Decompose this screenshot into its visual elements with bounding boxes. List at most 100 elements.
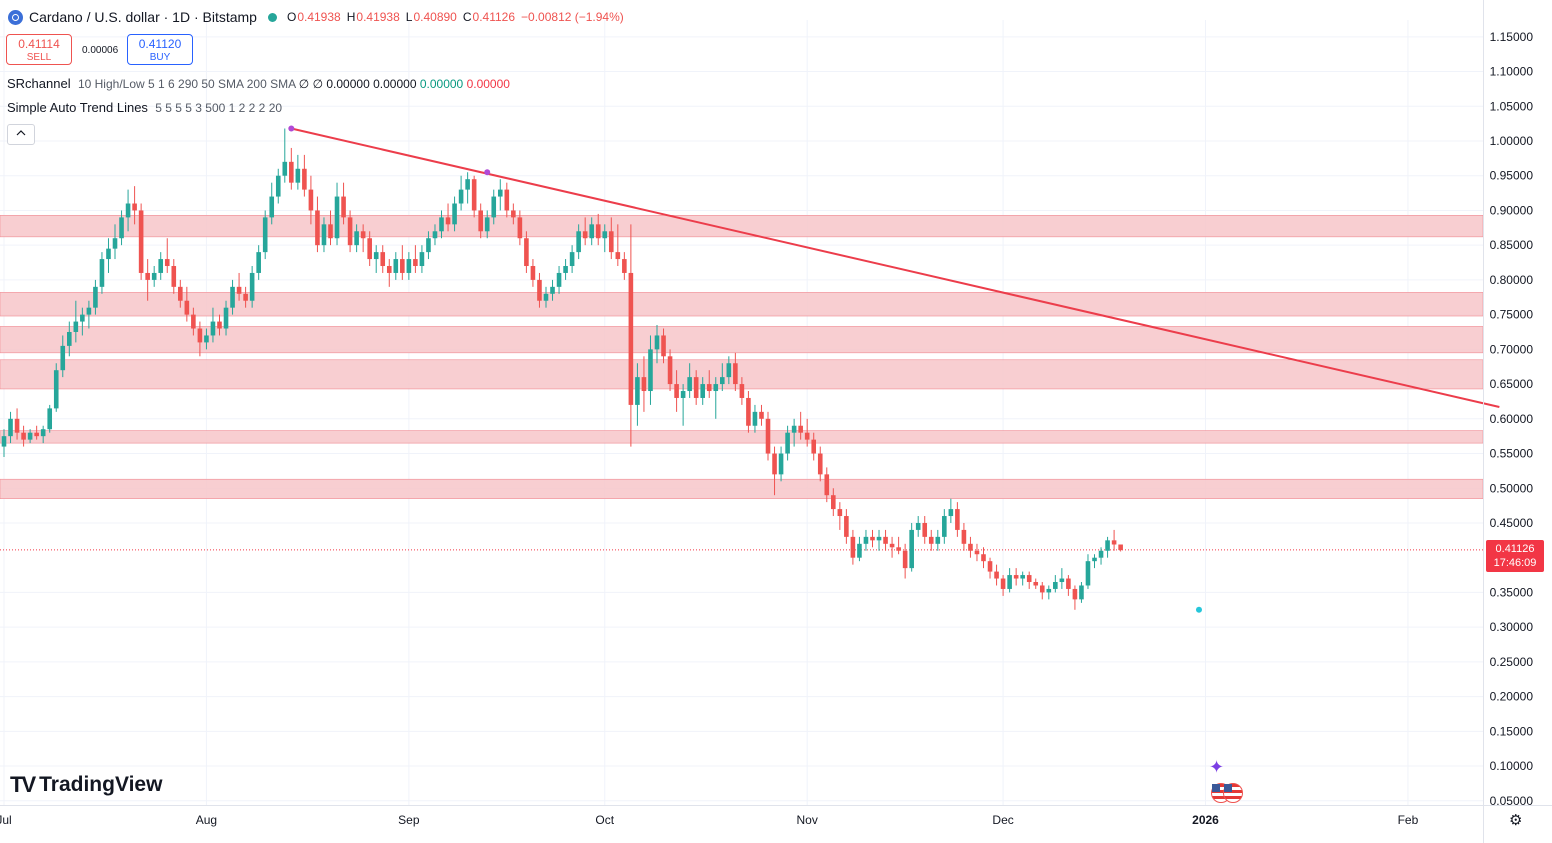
candle[interactable] [1105,536,1110,558]
candle[interactable] [641,356,647,412]
candle[interactable] [406,252,412,280]
candle[interactable] [393,252,399,280]
candle[interactable] [99,252,105,294]
candle[interactable] [138,203,144,280]
candle[interactable] [1039,582,1045,600]
candle[interactable] [1098,547,1104,565]
candle[interactable] [811,432,817,461]
time-axis[interactable]: Jul Aug Sep Oct Nov Dec 2026 Feb [0,805,1552,828]
candle[interactable] [1013,568,1019,586]
candle[interactable] [289,147,294,190]
candle[interactable] [484,210,490,239]
candle[interactable] [798,411,803,440]
candle[interactable] [968,536,973,558]
candle[interactable] [354,224,359,253]
candle[interactable] [14,408,20,440]
candle[interactable] [1053,575,1058,593]
collapse-legend-button[interactable] [7,124,35,145]
candle[interactable] [426,231,431,260]
candle[interactable] [151,266,157,287]
candle[interactable] [863,529,869,551]
candle[interactable] [569,245,575,273]
candle[interactable] [961,522,967,551]
candle[interactable] [1026,571,1032,589]
candle[interactable] [452,196,457,232]
candle[interactable] [974,543,980,562]
candle[interactable] [759,404,764,426]
candle[interactable] [915,516,921,537]
trendline[interactable] [291,127,1500,408]
candle[interactable] [347,210,353,253]
candle[interactable] [230,279,235,315]
candle[interactable] [386,259,392,287]
candle[interactable] [191,307,196,336]
candle[interactable] [987,557,993,579]
candle[interactable] [563,259,568,280]
candle[interactable] [21,425,26,447]
sparkle-icon[interactable]: ✦ [1209,757,1225,777]
candle[interactable] [726,356,732,385]
candle[interactable] [197,321,203,357]
candle[interactable] [876,529,882,551]
candle[interactable] [955,502,960,537]
candle[interactable] [935,529,941,551]
candle[interactable] [119,210,124,246]
candle[interactable] [785,425,790,461]
candle[interactable] [1,429,7,457]
sell-button[interactable]: 0.41114 SELL [6,34,72,65]
candle[interactable] [445,203,451,232]
candle[interactable] [582,217,588,246]
candle[interactable] [1066,575,1071,596]
candle[interactable] [883,529,888,551]
candle[interactable] [942,509,947,544]
candle[interactable] [132,186,137,225]
candle[interactable] [1111,529,1117,551]
candle[interactable] [628,224,634,447]
candle[interactable] [706,370,712,398]
candle[interactable] [158,252,164,280]
candle[interactable] [1033,578,1039,589]
indicator-trendlines[interactable]: Simple Auto Trend Lines 5 5 5 5 3 500 1 … [7,100,282,115]
candle[interactable] [80,307,85,336]
candle[interactable] [47,404,53,433]
candle[interactable] [27,429,33,444]
candle[interactable] [524,231,529,273]
symbol-title[interactable]: Cardano / U.S. dollar · 1D · Bitstamp [29,9,257,25]
candle[interactable] [125,189,131,232]
candle[interactable] [53,363,59,412]
candle[interactable] [269,182,275,225]
candle[interactable] [73,300,79,343]
candle[interactable] [889,536,895,558]
candle[interactable] [413,245,418,273]
candle[interactable] [373,245,379,273]
candle[interactable] [275,168,281,204]
candle[interactable] [321,217,327,253]
candle[interactable] [948,498,954,523]
candle[interactable] [844,509,849,544]
candle[interactable] [400,245,405,280]
candle[interactable] [282,128,288,183]
candle[interactable] [857,536,862,562]
candle[interactable] [791,418,797,447]
candle[interactable] [334,182,340,246]
candle[interactable] [1046,585,1052,600]
candle[interactable] [615,224,621,267]
candle[interactable] [262,210,268,260]
candle[interactable] [164,238,170,273]
candle[interactable] [1092,554,1097,569]
candle[interactable] [497,179,503,211]
candle[interactable] [171,259,177,294]
candle[interactable] [909,522,914,572]
indicator-srchannel[interactable]: SRchannel 10 High/Low 5 1 6 290 50 SMA 2… [7,76,510,91]
candle[interactable] [302,154,307,197]
candle[interactable] [1020,571,1025,586]
candle[interactable] [700,377,706,405]
candle[interactable] [223,300,229,336]
candle[interactable] [86,300,92,329]
candle[interactable] [680,384,686,426]
candle[interactable] [328,210,333,246]
settings-gear-icon[interactable]: ⚙ [1509,812,1523,829]
candle[interactable] [595,213,601,246]
